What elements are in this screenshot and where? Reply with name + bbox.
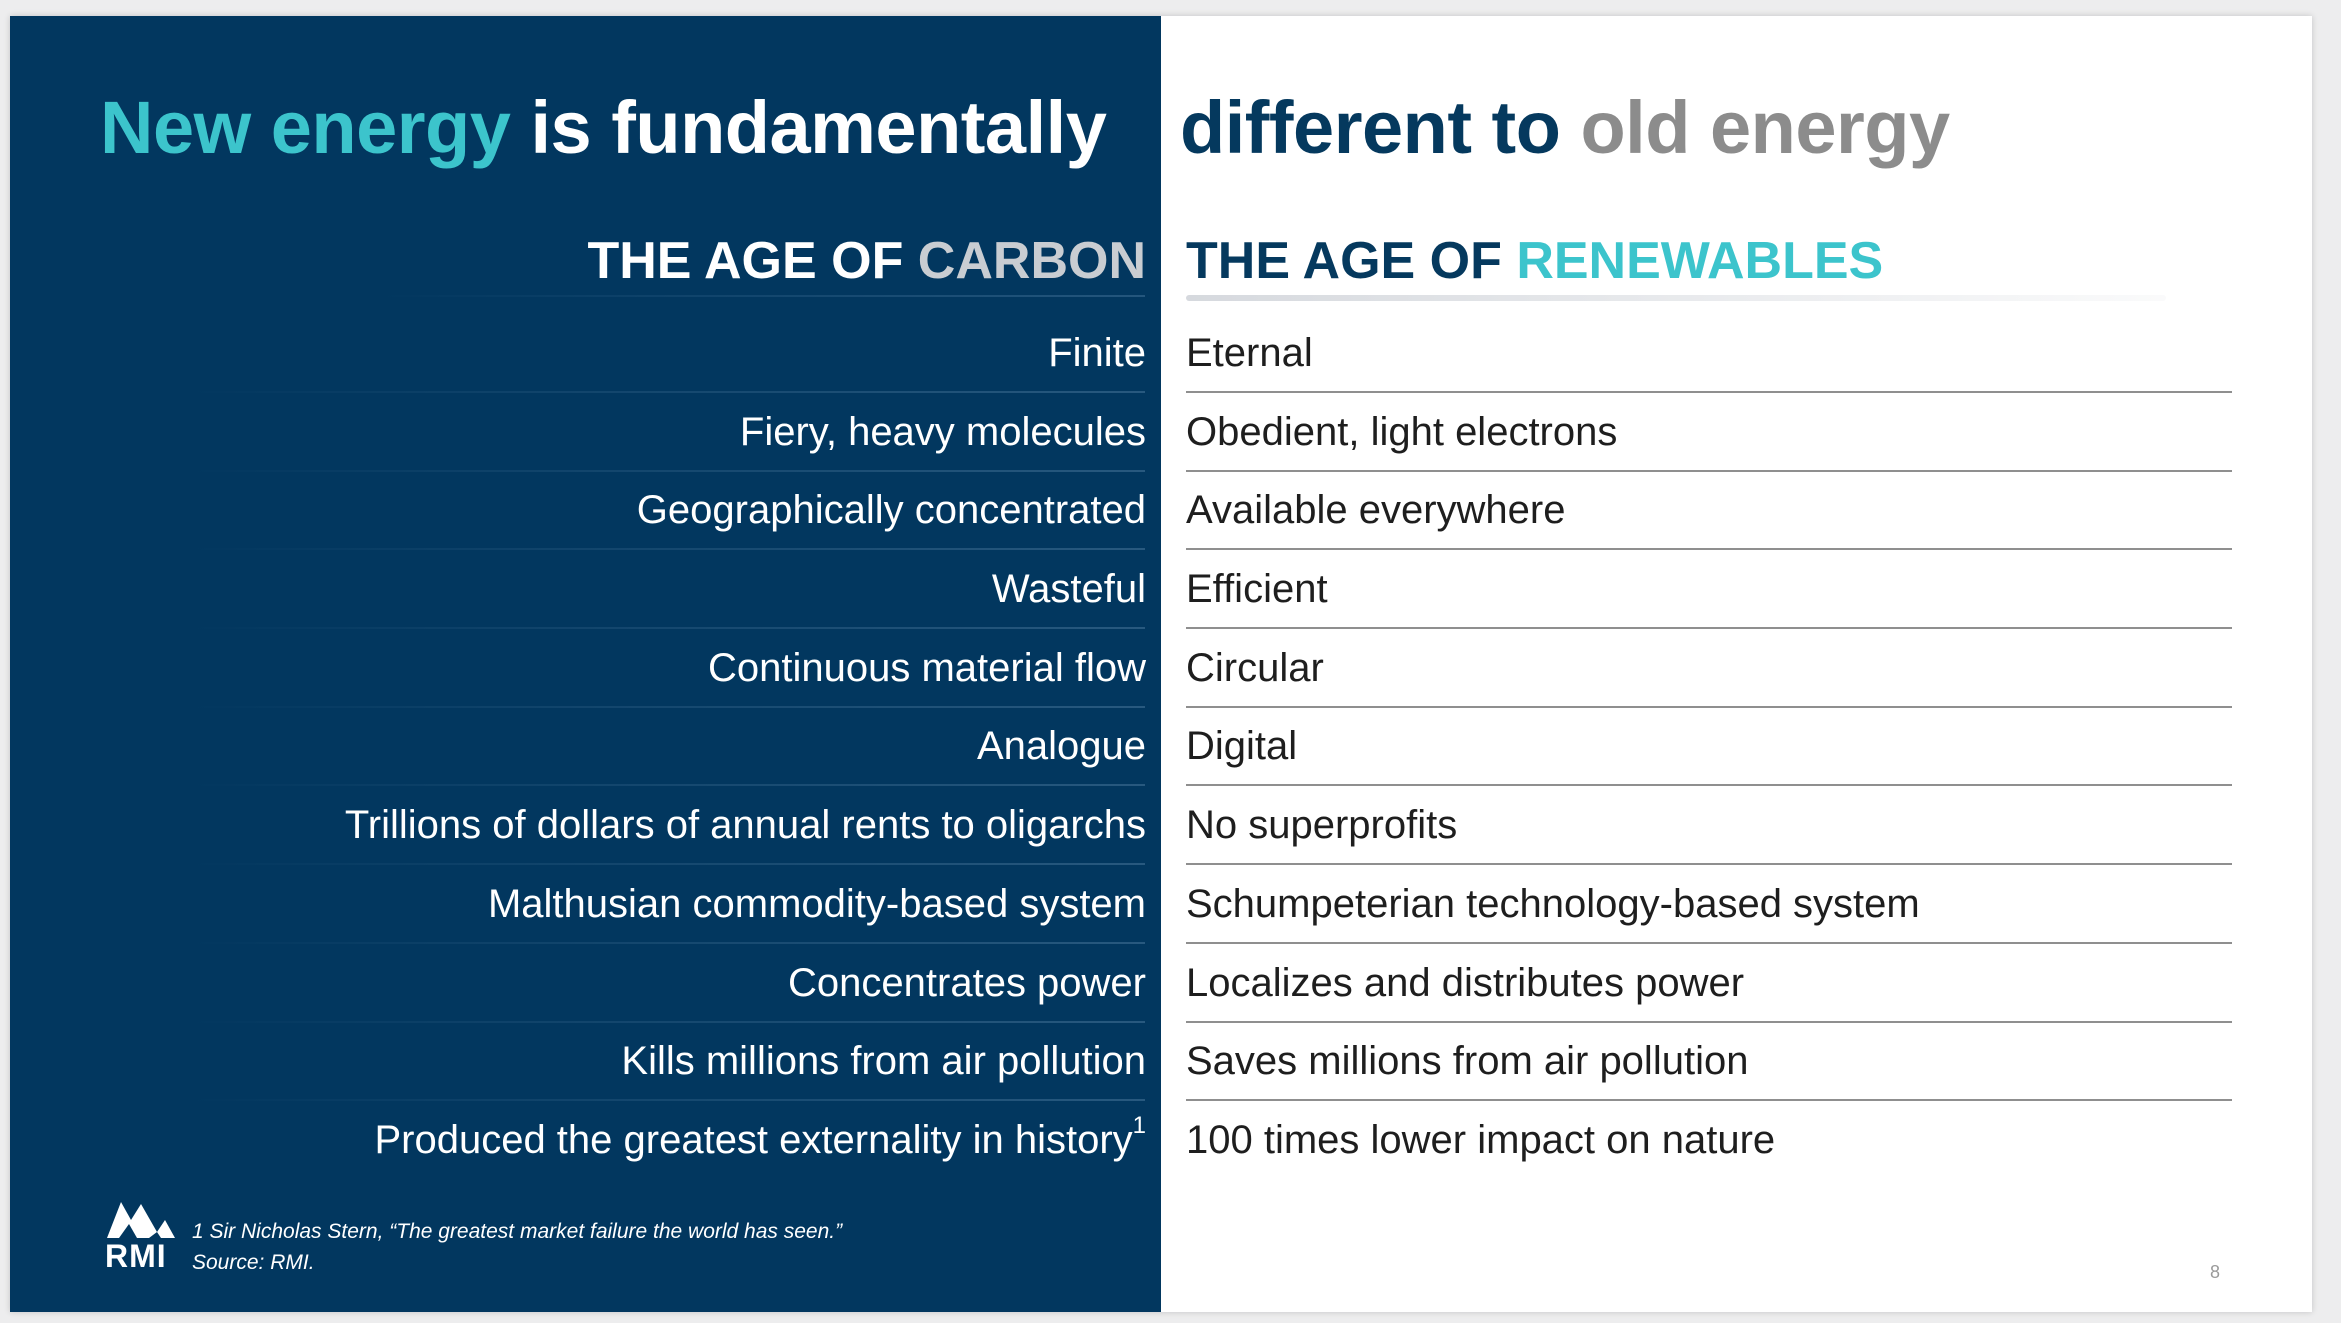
carbon-cell: Trillions of dollars of annual rents to …: [46, 786, 1146, 865]
renewables-cell: Available everywhere: [1186, 488, 1566, 533]
table-row: Trillions of dollars of annual rents to …: [10, 786, 2312, 866]
rmi-logo-icon: [105, 1198, 185, 1278]
table-row: Fiery, heavy molecules Obedient, light el…: [10, 393, 2312, 472]
renewables-header-highlight: RENEWABLES: [1516, 232, 1884, 290]
row-divider-right: [1186, 941, 2232, 944]
renewables-cell: 100 times lower impact on nature: [1186, 1117, 1776, 1162]
carbon-header: THE AGE OF CARBON: [246, 216, 1146, 306]
carbon-cell: Analogue: [46, 707, 1146, 786]
row-divider-left: [190, 627, 1145, 630]
renewables-cell: Localizes and distributes power: [1186, 960, 1745, 1005]
renewables-cell: Digital: [1186, 724, 1298, 769]
table-row: Kills millions from air pollution Saves m…: [10, 1022, 2312, 1102]
renewables-header-divider: [1186, 295, 2166, 301]
comparison-table: Finite Eternal Fiery, heavy molecules Obedi…: [10, 314, 2312, 1180]
renewables-header-prefix: THE AGE OF: [1186, 232, 1517, 290]
renewables-cell: Saves millions from air pollution: [1186, 1039, 1749, 1084]
renewables-cell: Circular: [1186, 645, 1324, 690]
carbon-cell: Continuous material flow: [46, 629, 1146, 708]
carbon-header-divider: [380, 295, 1145, 297]
row-divider-right: [1186, 1099, 2232, 1102]
title-right: different to old energy: [1180, 68, 1950, 188]
row-divider-right: [1186, 548, 2232, 551]
row-divider-left: [190, 548, 1145, 551]
slide: New energy is fundamentally different to…: [10, 16, 2312, 1312]
row-divider-right: [1186, 1020, 2232, 1023]
rmi-logo-text: RMI: [105, 1238, 167, 1274]
renewables-header: THE AGE OF RENEWABLES: [1186, 216, 1883, 306]
carbon-cell: Geographically concentrated: [46, 471, 1146, 550]
renewables-cell: Schumpeterian technology-based system: [1186, 881, 1920, 926]
carbon-cell-text: Produced the greatest externality in his…: [374, 1117, 1133, 1162]
carbon-cell: Kills millions from air pollution: [46, 1022, 1146, 1101]
table-row: Geographically concentrated Available eve…: [10, 471, 2312, 551]
carbon-cell-text: Fiery, heavy molecules: [739, 409, 1146, 454]
row-divider-left: [190, 1099, 1145, 1102]
row-divider-right: [1186, 705, 2232, 708]
table-row: Wasteful Efficient: [10, 550, 2312, 630]
renewables-cell: Eternal: [1186, 331, 1313, 375]
carbon-cell: Wasteful: [46, 550, 1146, 629]
carbon-cell: Fiery, heavy molecules: [46, 393, 1146, 472]
carbon-panel: [10, 16, 1161, 1312]
carbon-cell-text: Kills millions from air pollution: [621, 1039, 1146, 1084]
table-row: Finite Eternal: [10, 314, 2312, 393]
title-old-energy: old energy: [1560, 86, 1950, 169]
table-row: Analogue Digital: [10, 707, 2312, 787]
title-different-to: different to: [1180, 86, 1561, 169]
carbon-header-prefix: THE AGE OF: [587, 232, 918, 290]
renewables-cell: No superprofits: [1186, 803, 1458, 848]
row-divider-left: [190, 705, 1145, 708]
carbon-cell-text: Malthusian commodity-based system: [487, 881, 1146, 926]
footnote-marker: 1: [1132, 1111, 1146, 1139]
carbon-cell-text: Continuous material flow: [708, 645, 1146, 690]
renewables-cell: Efficient: [1186, 567, 1328, 612]
carbon-cell-text: Trillions of dollars of annual rents to …: [344, 803, 1146, 848]
carbon-cell: Produced the greatest externality in his…: [46, 1101, 1146, 1180]
title-is-fundamentally: is fundamentally: [510, 86, 1107, 169]
row-divider-left: [190, 391, 1145, 393]
carbon-cell: Concentrates power: [46, 944, 1146, 1023]
carbon-cell-text: Geographically concentrated: [636, 488, 1146, 533]
carbon-cell: Finite: [46, 314, 1146, 393]
row-divider-right: [1186, 627, 2232, 630]
renewables-cell: Obedient, light electrons: [1186, 409, 1618, 454]
carbon-header-highlight: CARBON: [917, 232, 1146, 290]
table-row: Produced the greatest externality in his…: [10, 1101, 2312, 1180]
title-new-energy: New energy: [100, 86, 511, 169]
row-divider-right: [1186, 863, 2232, 866]
table-row: Malthusian commodity-based system Schumpe…: [10, 865, 2312, 944]
row-divider-right: [1186, 469, 2232, 472]
table-row: Concentrates power Localizes and distribu…: [10, 944, 2312, 1023]
row-divider-right: [1186, 391, 2232, 393]
footnote-source: Source: RMI.: [192, 1251, 315, 1274]
carbon-cell-text: Analogue: [976, 724, 1146, 769]
title-left: New energy is fundamentally: [100, 68, 1107, 188]
table-row: Continuous material flow Circular: [10, 629, 2312, 708]
page-number: 8: [2210, 1262, 2221, 1282]
row-divider-left: [190, 863, 1145, 866]
carbon-cell-text: Wasteful: [991, 567, 1146, 612]
footnote-line-1: 1 Sir Nicholas Stern, “The greatest mark…: [192, 1220, 843, 1243]
row-divider-right: [1186, 784, 2232, 787]
row-divider-left: [190, 1020, 1145, 1023]
row-divider-left: [190, 784, 1145, 787]
carbon-cell-text: Concentrates power: [788, 960, 1146, 1005]
row-divider-left: [190, 941, 1145, 944]
carbon-cell-text: Finite: [1048, 331, 1146, 375]
carbon-cell: Malthusian commodity-based system: [46, 865, 1146, 944]
footnote: 1 Sir Nicholas Stern, “The greatest mark…: [192, 1216, 842, 1278]
row-divider-left: [190, 469, 1145, 472]
